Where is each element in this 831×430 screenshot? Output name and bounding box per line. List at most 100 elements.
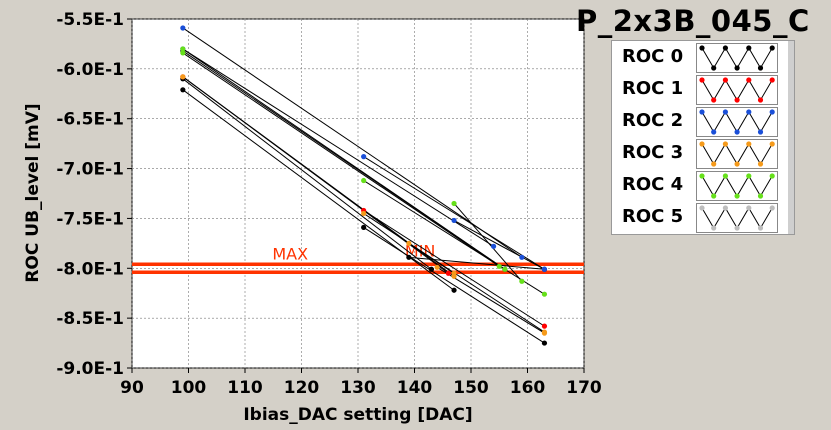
legend-swatch-point xyxy=(722,45,728,51)
legend-swatch-point xyxy=(769,141,775,147)
legend-swatch-point xyxy=(769,77,775,83)
series-line-roc-4 xyxy=(182,48,506,270)
legend-swatch-point xyxy=(722,77,728,83)
data-point-roc-2 xyxy=(491,243,497,249)
series-line-roc-4 xyxy=(453,203,523,282)
y-tick-label: -8.5E-1 xyxy=(56,309,124,329)
data-point-roc-4 xyxy=(361,177,367,184)
y-tick-label: -7.5E-1 xyxy=(56,209,124,229)
x-tick-label: 100 xyxy=(171,378,207,398)
legend-swatch-point xyxy=(699,45,705,51)
axis-ticks: 90 100 110 120 130 140 150 160 170 -5.5E-1 -6.0E-1… xyxy=(56,10,602,398)
data-point-roc-0 xyxy=(451,287,457,293)
legend-swatch-point xyxy=(734,161,740,167)
legend-swatch-point xyxy=(734,65,740,71)
legend-label: ROC 2 xyxy=(622,110,684,131)
legend: ROC 0 ROC 1 ROC 2 ROC 3 ROC 4 ROC 5 xyxy=(611,40,795,235)
legend-item-roc-1: ROC 1 xyxy=(612,73,787,105)
legend-swatch-point xyxy=(757,65,764,71)
data-point-roc-2 xyxy=(180,25,186,31)
y-tick-label: -7.0E-1 xyxy=(56,160,124,180)
data-point-roc-1 xyxy=(445,270,451,276)
y-tick-label: -9.0E-1 xyxy=(56,359,124,379)
legend-swatch-point xyxy=(746,141,752,147)
plot-area xyxy=(131,18,585,369)
legend-swatch xyxy=(696,75,778,105)
legend-swatch-point xyxy=(699,77,705,83)
data-point-roc-0 xyxy=(541,340,548,346)
series-line-roc-2 xyxy=(182,27,523,258)
data-point-roc-2 xyxy=(451,217,457,224)
legend-swatch xyxy=(696,139,778,169)
data-point-roc-3 xyxy=(406,240,412,246)
x-tick-label: 130 xyxy=(340,378,376,398)
legend-swatch-point xyxy=(746,45,752,51)
y-tick-label: -8.0E-1 xyxy=(56,259,124,279)
legend-swatch-point xyxy=(722,173,728,179)
legend-swatch-point xyxy=(699,173,705,179)
legend-swatch xyxy=(696,171,778,201)
data-series xyxy=(180,25,548,346)
series-line-roc-3 xyxy=(408,242,455,274)
series-line-roc-2 xyxy=(453,219,545,270)
legend-swatch-point xyxy=(734,225,740,231)
data-point-roc-4 xyxy=(180,50,186,56)
legend-swatch-point xyxy=(711,161,717,167)
data-point-roc-2 xyxy=(361,154,367,160)
y-axis-label: ROC UB_level [mV] xyxy=(23,103,43,282)
legend-label: ROC 3 xyxy=(622,142,684,163)
legend-swatch-point xyxy=(711,225,717,231)
legend-swatch xyxy=(696,107,778,137)
data-point-roc-3 xyxy=(451,270,457,276)
series-line-roc-2 xyxy=(363,156,545,270)
legend-swatch-point xyxy=(769,173,775,179)
legend-swatch-point xyxy=(722,109,728,115)
legend-item-roc-2: ROC 2 xyxy=(612,105,787,137)
data-point-roc-4 xyxy=(180,46,186,52)
x-tick-label: 150 xyxy=(453,378,489,398)
legend-swatch-point xyxy=(746,205,752,211)
legend-item-roc-3: ROC 3 xyxy=(612,137,787,169)
legend-swatch-point xyxy=(746,173,752,179)
legend-item-roc-4: ROC 4 xyxy=(612,169,787,201)
x-tick-label: 140 xyxy=(397,378,433,398)
data-point-roc-4 xyxy=(496,263,502,269)
x-tick-label: 110 xyxy=(227,378,263,398)
legend-swatch-point xyxy=(711,97,717,103)
limit-label-max: MAX xyxy=(272,244,308,263)
x-tick-label: 170 xyxy=(566,378,602,398)
x-tick-label: 160 xyxy=(510,378,546,398)
y-tick-label: -5.5E-1 xyxy=(56,10,124,30)
legend-swatch-point xyxy=(711,193,717,199)
legend-swatch-point xyxy=(699,205,705,211)
legend-swatch-point xyxy=(757,225,764,231)
legend-swatch-point xyxy=(769,205,775,211)
data-point-roc-4 xyxy=(451,200,457,207)
legend-label: ROC 0 xyxy=(622,46,684,67)
legend-swatch xyxy=(696,203,778,233)
legend-swatch-point xyxy=(757,129,764,135)
legend-label: ROC 1 xyxy=(622,78,684,99)
legend-item-roc-5: ROC 5 xyxy=(612,201,787,233)
x-tick-label: 120 xyxy=(284,378,320,398)
legend-swatch-point xyxy=(711,65,717,71)
legend-swatch-point xyxy=(746,109,752,115)
chart-title: P_2x3B_045_C xyxy=(576,4,810,38)
data-point-roc-0 xyxy=(180,87,186,93)
legend-swatch-line xyxy=(701,111,773,133)
legend-swatch-line xyxy=(701,207,773,229)
data-point-roc-3 xyxy=(180,74,186,80)
legend-swatch-point xyxy=(769,109,775,115)
series-line-roc-4 xyxy=(182,52,500,267)
data-point-roc-0 xyxy=(361,224,367,231)
legend-swatch-point xyxy=(734,129,740,135)
legend-swatch-point xyxy=(699,109,705,115)
series-line-roc-2 xyxy=(182,48,494,247)
data-point-roc-3 xyxy=(361,210,367,217)
series-line-roc-4 xyxy=(363,180,545,295)
legend-swatch-point xyxy=(722,205,728,211)
legend-swatch-point xyxy=(769,45,775,51)
legend-swatch-point xyxy=(699,141,705,147)
x-tick-label: 90 xyxy=(120,378,144,398)
